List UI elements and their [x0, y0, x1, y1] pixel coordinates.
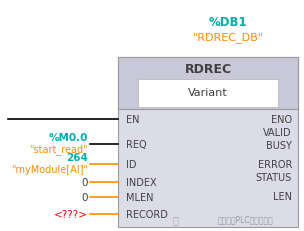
Text: "RDREC_DB": "RDREC_DB": [192, 32, 264, 43]
Text: "myModule[AI]": "myModule[AI]": [11, 164, 88, 174]
Text: 机器人及PLC自动化应用: 机器人及PLC自动化应用: [218, 215, 274, 224]
Text: <???>: <???>: [54, 209, 88, 219]
Text: LEN: LEN: [273, 191, 292, 201]
Text: RDREC: RDREC: [185, 63, 232, 76]
Text: 🤖: 🤖: [172, 214, 178, 224]
Text: VALID: VALID: [263, 128, 292, 137]
Text: 0: 0: [81, 192, 88, 202]
Text: EN: EN: [126, 115, 140, 125]
Text: BUSY: BUSY: [266, 140, 292, 150]
Bar: [118, 58, 298, 109]
Text: ID: ID: [126, 159, 136, 169]
Text: 0: 0: [81, 177, 88, 187]
Text: ENO: ENO: [271, 115, 292, 125]
Bar: [138, 80, 278, 108]
Text: Variant: Variant: [188, 88, 228, 97]
Text: %DB1: %DB1: [209, 15, 247, 28]
Text: RECORD: RECORD: [126, 209, 168, 219]
Text: 264: 264: [66, 152, 88, 162]
Text: REQ: REQ: [126, 139, 147, 149]
Text: INDEX: INDEX: [126, 177, 157, 187]
Text: STATUS: STATUS: [256, 172, 292, 182]
Text: "start_read": "start_read": [29, 144, 88, 155]
Text: %M0.0: %M0.0: [49, 132, 88, 142]
Text: ERROR: ERROR: [257, 159, 292, 169]
Text: MLEN: MLEN: [126, 192, 154, 202]
Bar: [118, 58, 298, 227]
